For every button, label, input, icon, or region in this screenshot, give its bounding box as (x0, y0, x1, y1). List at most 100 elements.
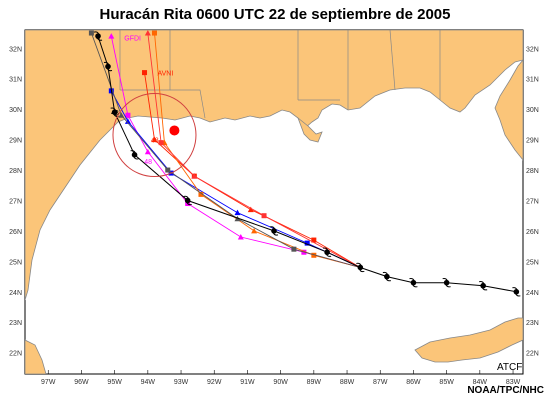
hurricane-symbol-arm (93, 31, 103, 41)
lat-tick-label-right: 22N (526, 351, 539, 358)
lon-tick-label: 96W (74, 379, 89, 386)
lon-tick-label: 93W (174, 379, 189, 386)
lat-tick-label: 23N (9, 320, 22, 327)
model-marker-avni (151, 136, 158, 143)
lon-tick-label: 92W (207, 379, 222, 386)
model-marker-conu (144, 30, 151, 36)
hurricane-symbol (271, 228, 277, 234)
lon-tick-label: 85W (439, 379, 454, 386)
hurricane-symbol (443, 279, 450, 286)
lon-tick-label: 87W (373, 379, 388, 386)
lat-tick-label: 27N (9, 198, 22, 205)
hurricane-symbol (105, 63, 111, 70)
model-track-ukmi (154, 32, 361, 268)
lat-tick-label-right: 31N (526, 77, 539, 84)
hurricane-symbol-arm (103, 61, 113, 72)
lat-tick-label-right: 25N (526, 259, 539, 266)
model-marker-guna (291, 246, 297, 252)
lat-tick-label: 29N (9, 138, 22, 145)
model-marker-ukmi (151, 30, 157, 36)
track-label: 48 (111, 110, 119, 117)
model-marker-ukmi (311, 252, 317, 258)
us-land (25, 30, 523, 301)
model-track-guna (90, 32, 361, 268)
model-marker-gfdi (237, 234, 244, 240)
map-title: Huracán Rita 0600 UTC 22 de septiembre d… (99, 6, 451, 23)
hurricane-symbol (357, 264, 364, 271)
model-marker-ukmi (251, 227, 258, 234)
lon-tick-label: 84W (473, 379, 488, 386)
track-label: 48 (144, 159, 152, 166)
model-marker-conu (261, 213, 267, 219)
hurricane-symbol-arm (479, 281, 488, 291)
track-label: GFDI (124, 36, 141, 43)
hurricane-symbol (95, 33, 101, 39)
lat-tick-label: 26N (9, 229, 22, 236)
hurricane-symbol (184, 197, 191, 204)
lon-tick-label: 88W (340, 379, 355, 386)
lat-tick-label-right: 23N (526, 320, 539, 327)
model-marker-nhc (304, 240, 310, 246)
model-marker-avni (142, 70, 148, 76)
hurricane-symbol-arm (382, 271, 392, 282)
grid-labels: 97W 96W 95W 94W 93W 92W 91W 90W 89W 88W 87W 86W 85W 8… (9, 46, 539, 386)
annotations: GFDI AVNI 48 48 48 (111, 36, 173, 166)
credit-label: NOAA/TPC/NHC (467, 385, 544, 396)
lat-tick-label: 28N (9, 168, 22, 175)
model-marker-gfdi (125, 112, 131, 118)
lat-tick-label-right: 26N (526, 229, 539, 236)
track-label: AVNI (157, 71, 173, 78)
lon-tick-label: 95W (107, 379, 122, 386)
hurricane-symbol-arm (130, 150, 139, 160)
lat-tick-label: 24N (9, 290, 22, 297)
model-marker-gfdi (144, 148, 151, 155)
lat-tick-label-right: 32N (526, 46, 539, 53)
model-marker-nhc (124, 118, 131, 124)
model-marker-conu (191, 173, 198, 179)
model-marker-conu (158, 140, 164, 146)
forecast-tracks (88, 30, 521, 297)
cuba-land (414, 317, 523, 363)
model-marker-ukmi (198, 191, 204, 197)
model-marker-nhc (234, 209, 241, 216)
model-marker-gfdi (108, 33, 115, 39)
lat-tick-label-right: 24N (526, 290, 539, 297)
track-label: 48 (151, 138, 159, 145)
lon-tick-label: 83W (506, 379, 521, 386)
lat-tick-label: 30N (9, 107, 22, 114)
lat-tick-label-right: 30N (526, 107, 539, 114)
hurricane-symbol-arm (356, 262, 365, 273)
lat-tick-label-right: 29N (526, 138, 539, 145)
model-marker-guna (88, 30, 94, 36)
hurricane-symbol-arm (322, 247, 332, 257)
hurricane-symbol-arm (512, 287, 521, 297)
hurricane-symbol (480, 282, 486, 289)
model-marker-guna (165, 167, 171, 173)
model-track-nhc (110, 90, 361, 268)
lat-tick-label-right: 28N (526, 168, 539, 175)
hurricane-symbol (410, 279, 417, 286)
lon-tick-label: 94W (141, 379, 156, 386)
hurricane-symbol-arm (183, 195, 192, 206)
lon-tick-label: 86W (406, 379, 421, 386)
model-marker-avni (311, 237, 317, 243)
mexico-land (25, 339, 47, 374)
lat-tick-label: 22N (9, 351, 22, 358)
lat-tick-label-right: 27N (526, 198, 539, 205)
lon-tick-label: 97W (41, 379, 56, 386)
model-track-avni (144, 72, 361, 268)
lat-tick-label: 32N (9, 46, 22, 53)
hurricane-symbol (131, 152, 138, 158)
lon-tick-label: 91W (240, 379, 255, 386)
mississippi-delta (297, 116, 323, 143)
lon-tick-label: 90W (273, 379, 288, 386)
model-marker-avni (247, 206, 254, 213)
hurricane-symbol-arm (442, 277, 451, 288)
hurricane-symbol-arm (409, 277, 418, 288)
lat-tick-label: 25N (9, 259, 22, 266)
lat-tick-label: 31N (9, 77, 22, 84)
lon-tick-label: 89W (307, 379, 322, 386)
hurricane-symbol-arm (269, 226, 279, 236)
state-borders (119, 30, 441, 119)
